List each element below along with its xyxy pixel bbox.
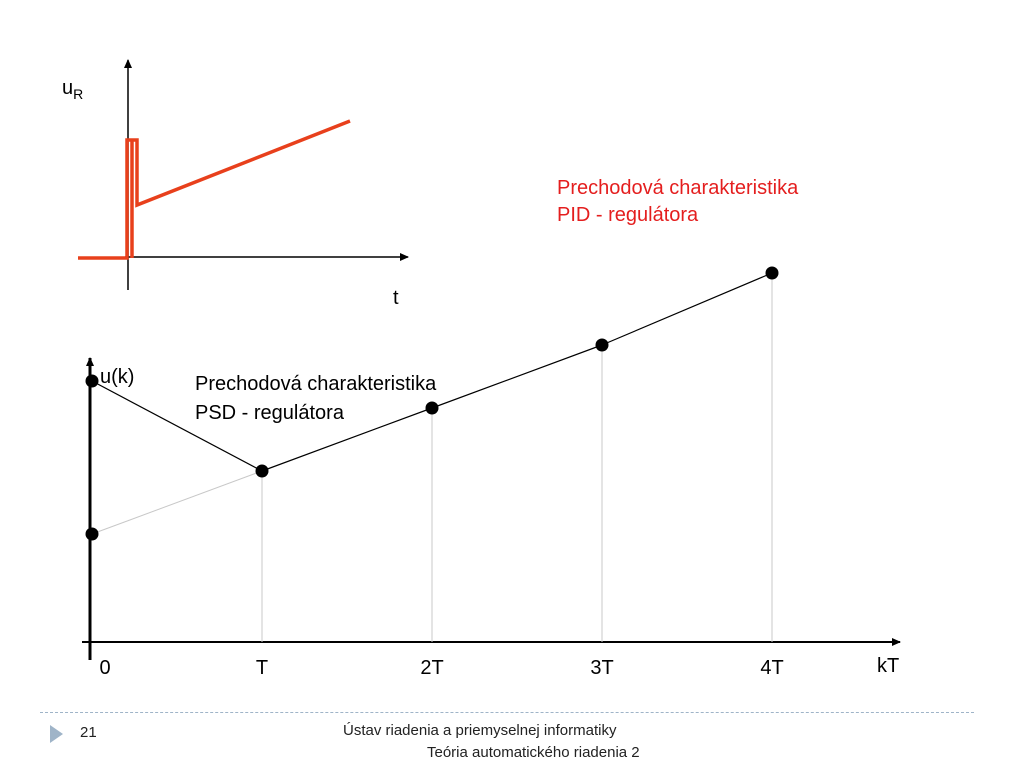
psd-point-3 (425, 401, 439, 415)
pid-y-axis-label-main: u (62, 77, 74, 99)
footer-triangle-icon (50, 725, 63, 743)
psd-segment-0 (91, 380, 263, 472)
footer-text: Ústav riadenia a priemyselnej informatik… (343, 720, 640, 764)
pid-x-axis-label: t (393, 287, 399, 309)
psd-proportional-line (91, 470, 263, 535)
psd-tick-label-1: T (256, 657, 268, 679)
psd-segment-3 (601, 272, 773, 346)
psd-caption-line2: PSD - regulátora (195, 402, 344, 424)
pid-caption-line2: PID - regulátora (557, 204, 699, 226)
psd-tick-label-3: 3T (590, 657, 613, 679)
psd-point-5 (765, 266, 779, 280)
psd-caption: Prechodová charakteristika PSD - regulát… (195, 370, 436, 428)
psd-x-axis-label: kT (877, 655, 900, 677)
psd-segment-2 (431, 344, 603, 409)
psd-caption-line1: Prechodová charakteristika (195, 373, 437, 395)
psd-tick-label-2: 2T (420, 657, 443, 679)
footer-institute: Ústav riadenia a priemyselnej informatik… (343, 722, 617, 739)
pid-caption: Prechodová charakteristika PID - regulát… (557, 175, 798, 229)
pid-y-axis-label: uR (62, 78, 83, 101)
page-number: 21 (80, 724, 97, 741)
pid-y-axis-label-sub: R (73, 86, 84, 102)
footer-course: Teória automatického riadenia 2 (427, 744, 640, 761)
psd-tick-label-0: 0 (99, 657, 110, 679)
psd-point-1 (85, 527, 99, 541)
psd-y-axis-label: u(k) (100, 366, 135, 388)
footer-divider (40, 712, 974, 713)
psd-point-0 (85, 374, 99, 388)
psd-point-4 (595, 338, 609, 352)
pid-response-curve (78, 119, 351, 260)
psd-segment-1 (261, 407, 433, 472)
psd-tick-label-4: 4T (760, 657, 783, 679)
psd-point-2 (255, 464, 269, 478)
pid-caption-line1: Prechodová charakteristika (557, 177, 799, 199)
